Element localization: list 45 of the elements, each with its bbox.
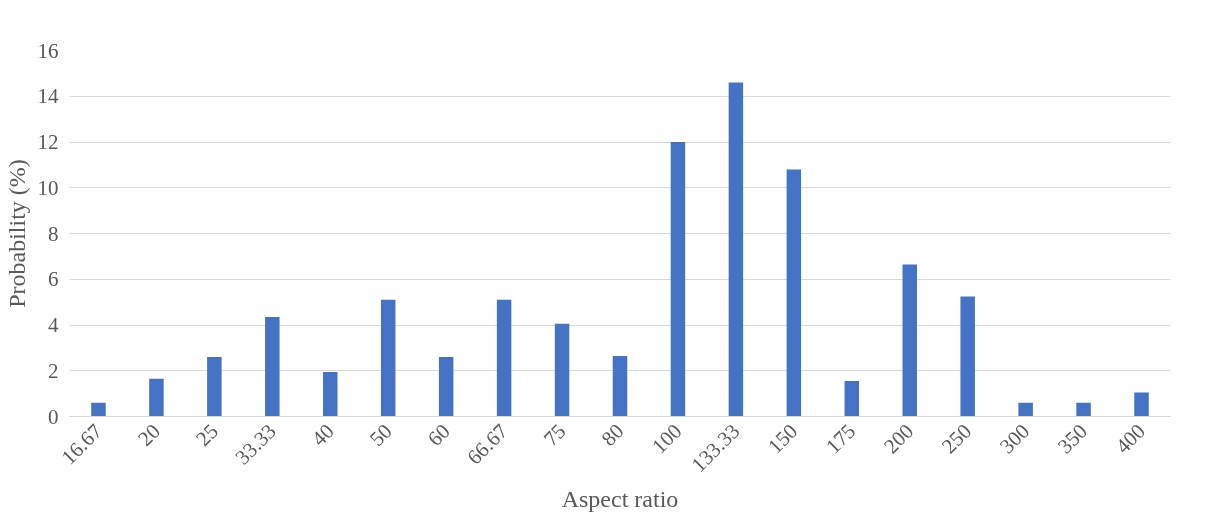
bar: [786, 169, 802, 417]
y-tick-label: 8: [48, 221, 59, 246]
bar: [902, 264, 917, 417]
bar: [844, 381, 860, 417]
x-tick-label: 300: [994, 419, 1035, 459]
y-tick-label: 4: [48, 313, 59, 337]
bar: [670, 142, 686, 417]
y-tick-label: 14: [37, 84, 59, 109]
x-tick-label: 150: [763, 419, 803, 459]
x-tick-label: 60: [422, 419, 455, 451]
x-tick-label: 25: [191, 419, 223, 451]
bar: [149, 378, 164, 417]
x-tick-label: 350: [1052, 419, 1093, 459]
bar: [207, 357, 222, 417]
x-tick-label: 400: [1110, 419, 1151, 459]
bar: [496, 299, 512, 417]
x-tick-label: 250: [936, 419, 977, 459]
x-tick-label: 20: [133, 419, 165, 451]
x-tick-label: 75: [538, 419, 571, 451]
x-tick-label: 80: [596, 419, 629, 451]
y-tick-label: 12: [37, 130, 59, 154]
bar: [438, 357, 454, 417]
x-tick-label: 200: [878, 419, 919, 459]
bar: [728, 82, 744, 417]
y-tick-label: 6: [48, 267, 59, 292]
bar: [1076, 402, 1091, 417]
bar: [612, 355, 628, 417]
bar: [1018, 402, 1033, 417]
y-tick-label: 0: [48, 404, 59, 429]
x-tick-label: 100: [647, 419, 687, 459]
bar: [380, 299, 396, 417]
bar: [323, 371, 338, 417]
bar: [554, 323, 570, 417]
bar: [960, 296, 975, 417]
bar: [1134, 392, 1149, 417]
x-axis-title: Aspect ratio: [561, 486, 679, 513]
y-tick-label: 16: [37, 38, 59, 63]
bar: [91, 402, 106, 417]
bar: [265, 316, 280, 417]
y-axis-title: Probability (%): [3, 159, 30, 308]
x-tick-label: 40: [306, 419, 339, 451]
y-tick-label: 2: [48, 358, 59, 383]
y-tick-label: 10: [37, 175, 59, 200]
x-tick-label: 50: [364, 419, 397, 451]
x-tick-label: 175: [821, 419, 861, 459]
